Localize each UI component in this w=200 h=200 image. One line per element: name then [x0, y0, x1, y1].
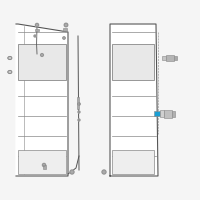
Polygon shape [110, 24, 158, 176]
Bar [160, 110, 164, 117]
Circle shape [41, 54, 43, 56]
Bar [166, 55, 174, 61]
Bar [18, 150, 66, 174]
Ellipse shape [8, 70, 12, 74]
Polygon shape [16, 24, 68, 176]
Bar [154, 111, 160, 116]
Bar [164, 110, 172, 118]
Bar [35, 29, 39, 31]
Circle shape [70, 170, 74, 174]
Bar [63, 28, 67, 31]
Ellipse shape [8, 56, 12, 60]
Bar [112, 44, 154, 80]
Circle shape [35, 23, 39, 27]
Bar [172, 111, 175, 117]
Bar [77, 97, 79, 109]
Circle shape [102, 170, 106, 174]
Circle shape [78, 103, 80, 105]
Bar [18, 44, 66, 80]
Bar [112, 150, 154, 174]
Circle shape [34, 35, 36, 37]
Bar [162, 56, 166, 60]
Circle shape [9, 57, 11, 59]
Circle shape [63, 37, 65, 39]
Bar [43, 165, 46, 169]
Circle shape [78, 119, 80, 121]
Circle shape [9, 71, 11, 73]
Bar [174, 56, 177, 60]
Circle shape [42, 163, 46, 167]
Circle shape [64, 23, 68, 27]
Circle shape [78, 111, 80, 113]
